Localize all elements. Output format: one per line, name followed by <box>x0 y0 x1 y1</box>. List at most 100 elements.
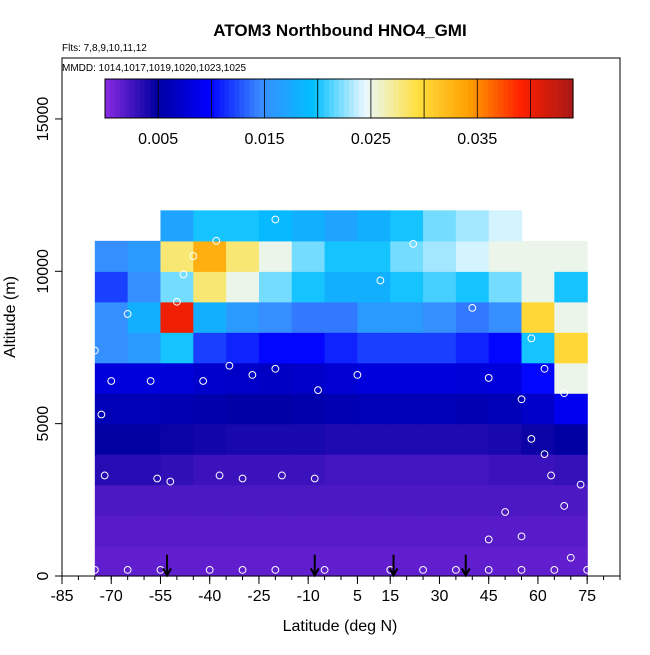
colorbar-swatch <box>159 79 166 118</box>
heatmap-cell <box>390 362 424 394</box>
heatmap-cell <box>94 515 129 547</box>
heatmap-cell <box>488 301 523 333</box>
heatmap-cell <box>455 240 490 272</box>
heatmap-cell <box>160 484 194 516</box>
heatmap-cell <box>160 240 194 272</box>
heatmap-cell <box>226 393 260 425</box>
heatmap-cell <box>127 393 162 425</box>
x-axis-label: Latitude (deg N) <box>283 618 398 635</box>
x-tick-label: 15 <box>381 588 399 605</box>
heatmap-cell <box>258 332 293 364</box>
heatmap-cell <box>324 240 359 272</box>
sample-point <box>468 303 477 312</box>
colorbar-swatch <box>453 79 460 118</box>
colorbar: 0.005 0.015 0.025 0.035 <box>104 78 574 148</box>
heatmap-cell <box>554 362 588 394</box>
colorbar-swatch <box>353 79 360 118</box>
arrow-marker <box>388 554 399 578</box>
colorbar-swatch <box>149 79 156 118</box>
heatmap-cell <box>193 301 227 333</box>
colorbar-swatch <box>433 79 440 118</box>
heatmap-cell <box>226 454 260 486</box>
heatmap-cell <box>554 423 588 455</box>
colorbar-tick-label: 0.035 <box>457 131 497 148</box>
heatmap-cell <box>291 362 326 394</box>
colorbar-swatch <box>418 79 425 118</box>
heatmap-cell <box>423 484 457 516</box>
heatmap-cell <box>357 301 391 333</box>
heatmap-cells <box>94 210 588 577</box>
heatmap-cell <box>258 515 293 547</box>
heatmap-cell <box>423 210 457 242</box>
heatmap-cell <box>554 454 588 486</box>
colorbar-swatch <box>269 79 275 118</box>
colorbar-swatch <box>105 79 111 118</box>
colorbar-swatch <box>289 79 295 118</box>
heatmap-cell <box>390 240 424 272</box>
y-tick-label: 15000 <box>35 97 52 142</box>
sample-point <box>517 395 526 404</box>
colorbar-swatch <box>314 79 320 118</box>
sample-point <box>179 270 188 279</box>
sample-point <box>540 450 549 459</box>
arrow-markers <box>162 554 471 578</box>
sample-point <box>320 566 329 574</box>
colorbar-swatch <box>363 79 370 118</box>
heatmap-cell <box>160 423 194 455</box>
heatmap-cell <box>488 515 523 547</box>
dates-label: MMDD: 1014,1017,1019,1020,1023,1025 <box>62 63 246 74</box>
heatmap-cell <box>324 210 359 242</box>
heatmap-cell <box>357 545 391 577</box>
colorbar-swatch <box>483 79 489 118</box>
heatmap-cell <box>258 423 293 455</box>
sample-points <box>90 215 592 574</box>
colorbar-swatch <box>329 79 335 118</box>
sample-point <box>271 215 280 224</box>
sample-point <box>353 370 362 379</box>
x-tick-label: 30 <box>431 588 449 605</box>
colorbar-swatch <box>169 79 176 118</box>
heatmap-cell <box>324 545 359 577</box>
colorbar-swatch <box>478 79 484 118</box>
colorbar-swatch <box>109 79 116 118</box>
heatmap-cell <box>258 362 293 394</box>
heatmap-cell <box>291 515 326 547</box>
heatmap-cell <box>390 393 424 425</box>
heatmap-cell <box>357 332 391 364</box>
heatmap-cell <box>324 515 359 547</box>
heatmap-cell <box>455 545 490 577</box>
heatmap-cell <box>291 545 326 577</box>
heatmap-cell <box>357 271 391 303</box>
heatmap-cell <box>324 423 359 455</box>
heatmap-cell <box>226 484 260 516</box>
heatmap-cell <box>357 240 391 272</box>
colorbar-swatch <box>458 79 465 118</box>
heatmap-cell <box>94 545 129 577</box>
heatmap-cell <box>488 393 523 425</box>
colorbar-swatch <box>468 79 475 118</box>
colorbar-swatch <box>324 79 330 118</box>
colorbar-swatch <box>154 79 161 118</box>
colorbar-swatch <box>398 79 405 118</box>
colorbar-swatch <box>249 79 255 118</box>
colorbar-swatch <box>543 79 549 118</box>
colorbar-swatch <box>548 79 554 118</box>
heatmap-cell <box>488 423 523 455</box>
colorbar-swatch <box>413 79 420 118</box>
colorbar-swatch <box>503 79 509 118</box>
colorbar-swatch <box>209 79 216 118</box>
chart-title: ATOM3 Northbound HNO4_GMI <box>213 21 466 40</box>
sample-point <box>166 477 175 486</box>
heatmap-cell <box>226 301 260 333</box>
flights-label: Flts: 7,8,9,10,11,12 <box>62 43 147 54</box>
colorbar-swatch <box>373 79 380 118</box>
heatmap-cell <box>160 515 194 547</box>
x-tick-label: -70 <box>100 588 123 605</box>
colorbar-swatch <box>254 79 260 118</box>
colorbar-swatch <box>164 79 171 118</box>
heatmap-cell <box>127 362 162 394</box>
colorbar-swatch <box>393 79 400 118</box>
heatmap-cell <box>193 362 227 394</box>
heatmap-cell <box>521 271 555 303</box>
